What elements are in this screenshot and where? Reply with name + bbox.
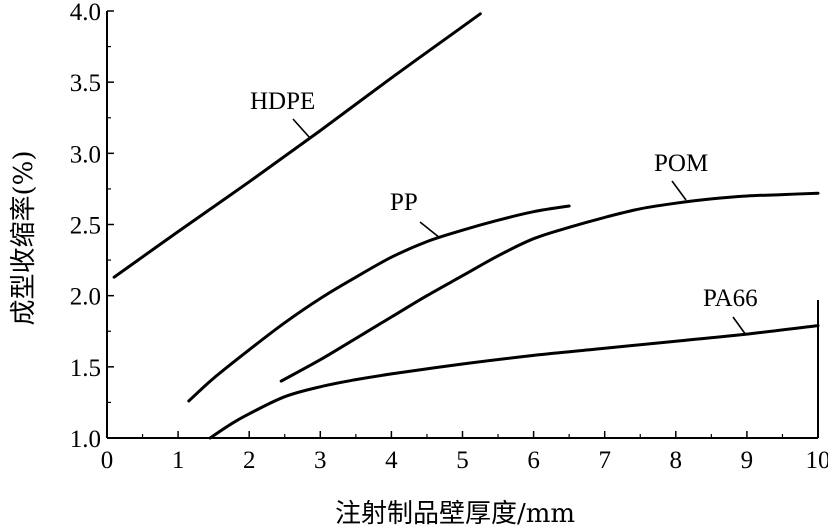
x-tick-label: 1 bbox=[172, 447, 185, 474]
series-line-pp bbox=[187, 204, 571, 403]
leader-line-pp bbox=[419, 221, 441, 239]
leader-line-pa66 bbox=[732, 316, 747, 336]
x-axis-title: 注射制品壁厚度/mm bbox=[335, 499, 575, 529]
y-tick-label: 2.5 bbox=[70, 213, 101, 240]
y-tick-label: 1.0 bbox=[70, 426, 101, 453]
x-tick-label: 3 bbox=[314, 447, 327, 474]
series-line-pom bbox=[279, 191, 820, 383]
series-label-pom: POM bbox=[654, 150, 708, 177]
y-tick-label: 3.5 bbox=[70, 70, 101, 97]
y-tick-label: 2.0 bbox=[70, 284, 101, 311]
x-tick-label: 9 bbox=[741, 447, 754, 474]
labels-layer: HDPE PP POM PA66 bbox=[250, 88, 758, 336]
leader-line-pom bbox=[671, 180, 687, 201]
series-layer bbox=[112, 12, 820, 440]
y-axis-title: 成型收缩率(%) bbox=[9, 151, 39, 326]
x-tick-label: 10 bbox=[806, 447, 828, 474]
x-tick-label: 5 bbox=[456, 447, 469, 474]
y-tick-label: 3.0 bbox=[70, 141, 101, 168]
x-tick-label: 7 bbox=[598, 447, 611, 474]
series-label-pa66: PA66 bbox=[703, 285, 758, 312]
x-tick-label: 6 bbox=[527, 447, 540, 474]
axes: 0 1 2 3 4 5 6 7 8 9 10 1.0 1.5 2.0 2.5 3.0 3.5 4.0 bbox=[70, 0, 828, 474]
leader-line-hdpe bbox=[292, 118, 311, 139]
series-line-pa66 bbox=[208, 324, 820, 440]
x-tick-label: 4 bbox=[385, 447, 398, 474]
series-label-pp: PP bbox=[390, 189, 418, 216]
series-label-hdpe: HDPE bbox=[250, 88, 315, 115]
y-tick-label: 4.0 bbox=[70, 0, 101, 26]
x-tick-label: 2 bbox=[243, 447, 256, 474]
x-tick-label: 8 bbox=[670, 447, 683, 474]
y-tick-label: 1.5 bbox=[70, 355, 101, 382]
x-tick-label: 0 bbox=[101, 447, 114, 474]
series-line-hdpe bbox=[112, 12, 482, 279]
